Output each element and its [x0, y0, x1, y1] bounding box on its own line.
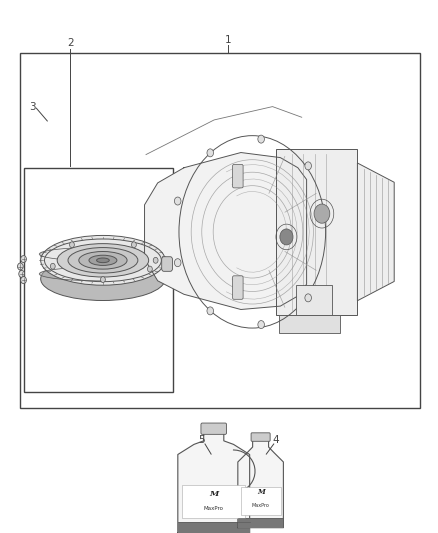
FancyBboxPatch shape [201, 423, 226, 434]
Bar [276, 149, 357, 315]
Ellipse shape [68, 247, 138, 273]
Text: MaxPro: MaxPro [252, 503, 269, 507]
Polygon shape [238, 440, 283, 528]
Bar [240, 487, 281, 515]
Circle shape [19, 270, 25, 277]
Circle shape [148, 266, 152, 272]
Circle shape [174, 259, 181, 266]
Text: 4: 4 [272, 435, 279, 445]
Polygon shape [178, 433, 250, 533]
Ellipse shape [41, 257, 165, 301]
Circle shape [174, 197, 181, 205]
Circle shape [207, 149, 214, 157]
FancyBboxPatch shape [251, 433, 270, 441]
Circle shape [70, 242, 74, 248]
Circle shape [21, 256, 26, 263]
Ellipse shape [89, 255, 117, 265]
Bar [182, 485, 245, 518]
Circle shape [258, 135, 265, 143]
Polygon shape [145, 152, 307, 310]
Circle shape [153, 257, 158, 263]
Text: M: M [209, 489, 219, 497]
Polygon shape [39, 247, 103, 281]
Circle shape [207, 307, 214, 315]
Circle shape [314, 204, 330, 223]
Circle shape [305, 294, 311, 302]
Text: 1: 1 [224, 35, 231, 45]
Bar [279, 315, 340, 333]
Bar [238, 518, 283, 528]
Circle shape [131, 242, 136, 248]
FancyBboxPatch shape [162, 257, 173, 271]
FancyBboxPatch shape [233, 164, 243, 188]
Text: MaxPro: MaxPro [204, 506, 224, 511]
Text: 5: 5 [198, 435, 205, 445]
Circle shape [305, 162, 311, 170]
Text: 2: 2 [67, 38, 74, 47]
Circle shape [18, 263, 23, 270]
Circle shape [21, 277, 26, 284]
FancyBboxPatch shape [233, 276, 243, 300]
Circle shape [258, 320, 265, 328]
Ellipse shape [57, 244, 148, 277]
Text: 3: 3 [29, 102, 36, 111]
Bar [24, 168, 173, 392]
Bar [20, 53, 420, 408]
Bar [296, 285, 332, 315]
Circle shape [280, 229, 293, 245]
Text: M: M [257, 488, 265, 496]
Circle shape [100, 277, 106, 282]
Ellipse shape [96, 258, 109, 263]
Polygon shape [357, 163, 394, 301]
Ellipse shape [41, 236, 165, 285]
Circle shape [50, 263, 55, 269]
Ellipse shape [79, 252, 127, 269]
Bar [178, 522, 250, 533]
